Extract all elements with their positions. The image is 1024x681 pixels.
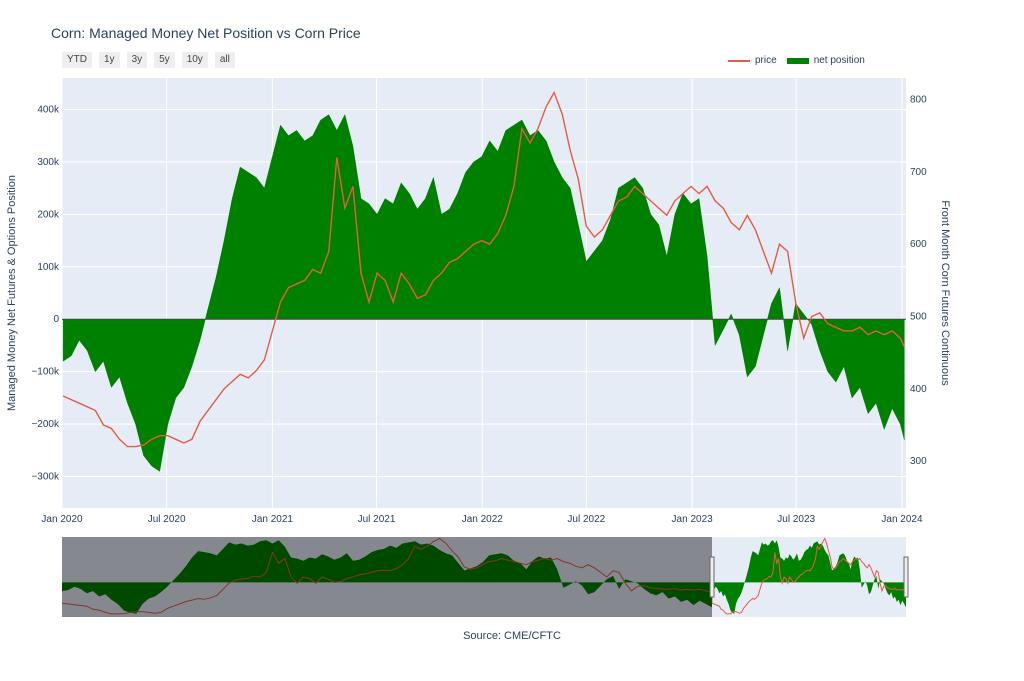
legend-swatch-net-position [786, 57, 809, 64]
x-tick-label: Jan 2024 [881, 514, 923, 525]
price-line [62, 90, 905, 448]
navigator-background [62, 537, 906, 617]
y-tick-label: 200k [37, 209, 60, 220]
y-tick-label: −300k [31, 472, 60, 483]
y2-tick-label: 800 [910, 95, 927, 106]
legend-item-price[interactable]: price [728, 55, 777, 66]
chart-title: Corn: Managed Money Net Position vs Corn… [51, 25, 361, 41]
range-button-ytd[interactable]: YTD [62, 52, 92, 68]
x-tick-label: Jan 2021 [252, 514, 294, 525]
y-axis-title: Managed Money Net Futures & Options Posi… [6, 175, 18, 411]
range-button-3y[interactable]: 3y [126, 52, 148, 68]
y-tick-label: −100k [31, 367, 60, 378]
x-tick-label: Jan 2022 [462, 514, 504, 525]
y-tick-label: 300k [37, 157, 60, 168]
navigator-left-handle[interactable] [709, 556, 715, 598]
range-button-10y[interactable]: 10y [181, 52, 208, 68]
x-tick-label: Jul 2023 [777, 514, 815, 525]
plot-background [62, 78, 906, 508]
y2-axis-title: Front Month Corn Futures Continuous [939, 200, 951, 386]
y2-tick-label: 600 [910, 239, 927, 250]
legend-item-net-position[interactable]: net position [786, 55, 865, 66]
range-selector: YTD 1y 3y 5y 10y all [62, 52, 235, 68]
x-tick-label: Jan 2020 [41, 514, 83, 525]
y-tick-label: 400k [37, 104, 60, 115]
y2-tick-label: 500 [910, 311, 927, 322]
navigator-price-line [61, 537, 907, 615]
range-button-1y[interactable]: 1y [99, 52, 120, 68]
source-note: Source: CME/CFTC [463, 630, 561, 642]
legend-swatch-price [728, 59, 750, 62]
x-tick-label: Jul 2021 [358, 514, 396, 525]
net-position-area [62, 113, 905, 472]
legend-label-net-position: net position [813, 55, 865, 66]
x-tick-label: Jul 2022 [567, 514, 605, 525]
y-tick-label: 0 [53, 314, 59, 325]
y2-tick-label: 400 [910, 384, 927, 395]
legend: price net position [728, 55, 875, 66]
range-button-5y[interactable]: 5y [154, 52, 175, 68]
navigator-mask [62, 537, 712, 617]
navigator-net-area [62, 540, 906, 614]
navigator-right-handle[interactable] [903, 556, 909, 598]
y-tick-label: 100k [37, 262, 60, 273]
range-button-all[interactable]: all [214, 52, 235, 68]
y2-tick-label: 300 [910, 456, 927, 467]
legend-label-price: price [755, 55, 777, 66]
x-tick-label: Jan 2023 [672, 514, 714, 525]
y2-tick-label: 700 [910, 167, 927, 178]
x-tick-label: Jul 2020 [148, 514, 186, 525]
y-tick-label: −200k [31, 419, 60, 430]
